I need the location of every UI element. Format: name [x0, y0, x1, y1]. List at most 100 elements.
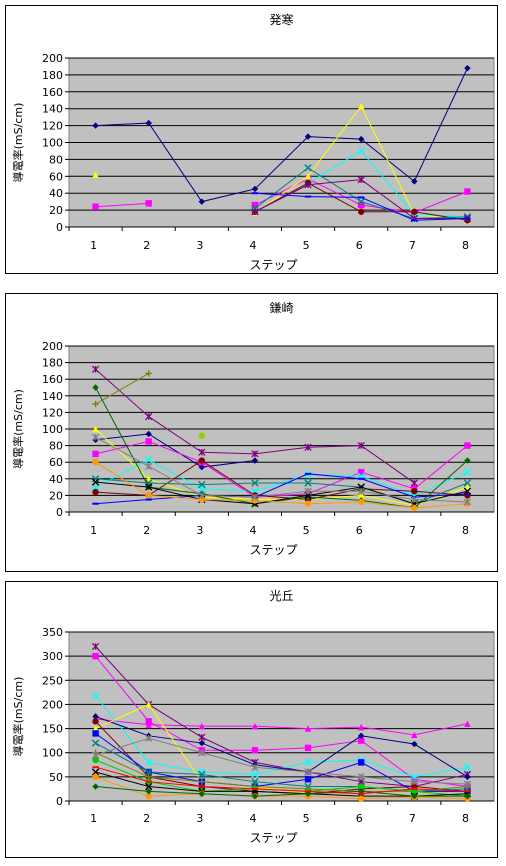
data-point: [304, 479, 312, 487]
data-point: [463, 479, 472, 487]
chart-title: 発寒: [269, 12, 293, 27]
x-tick-label: 1: [90, 524, 97, 537]
data-point: [198, 463, 206, 471]
data-point: [357, 492, 365, 499]
data-point: [198, 790, 206, 797]
series-line: [95, 646, 468, 788]
data-point: [357, 498, 365, 506]
data-point: [92, 425, 99, 433]
data-point: [145, 701, 152, 708]
data-point: [198, 739, 206, 747]
data-point: [251, 450, 259, 458]
series-line: [95, 786, 468, 797]
x-tick-label: 7: [409, 524, 416, 537]
data-point: [464, 188, 471, 195]
data-point: [145, 792, 152, 800]
y-tick-label: 20: [49, 204, 63, 217]
data-point: [357, 147, 365, 155]
y-axis-label: 導電率(mS/cm): [11, 389, 25, 469]
data-point: [145, 780, 152, 783]
data-point: [92, 766, 99, 769]
data-point: [304, 725, 312, 732]
data-point: [198, 778, 206, 785]
data-point: [304, 443, 312, 451]
data-point: [145, 412, 153, 421]
data-point: [92, 384, 99, 391]
data-point: [251, 208, 259, 216]
y-tick-label: 40: [49, 187, 63, 200]
data-point: [304, 133, 312, 140]
series-12: [92, 459, 471, 512]
y-tick-label: 160: [42, 86, 63, 99]
data-point: [92, 725, 99, 732]
data-point: [357, 208, 365, 215]
data-point: [464, 492, 471, 495]
data-point: [357, 196, 365, 199]
data-point: [91, 751, 100, 759]
data-point: [411, 208, 418, 215]
y-tick-label: 140: [42, 390, 63, 403]
data-point: [304, 493, 312, 501]
y-tick-label: 200: [42, 698, 63, 711]
data-point: [304, 790, 312, 797]
x-tick-label: 5: [303, 239, 310, 252]
data-point: [357, 176, 365, 184]
data-point: [410, 479, 418, 487]
y-tick-label: 200: [42, 52, 63, 65]
data-point: [410, 495, 418, 504]
series-15: [92, 766, 471, 795]
y-tick-label: 100: [42, 137, 63, 150]
series-7: [251, 192, 471, 222]
data-point: [198, 785, 206, 788]
data-point: [304, 472, 312, 475]
y-tick-label: 100: [42, 423, 63, 436]
data-point: [92, 773, 99, 781]
chart-svg-hassamu: 発寒 0 20 40 60 80 100 120 140 160 180 200 1 2 3 4 5 6 7 8 ステッ…: [11, 12, 495, 272]
data-point: [145, 734, 153, 742]
y-tick-label: 160: [42, 373, 63, 386]
data-point: [92, 488, 99, 496]
y-axis-label: 導電率(mS/cm): [11, 677, 25, 757]
data-point: [92, 756, 99, 764]
data-point: [463, 763, 472, 771]
data-point: [464, 442, 471, 449]
data-point: [144, 782, 153, 791]
data-point: [198, 480, 206, 489]
data-point: [198, 198, 206, 205]
x-tick-label: 3: [196, 239, 203, 252]
series-line: [95, 732, 468, 792]
data-point: [91, 768, 100, 776]
y-tick-label: 80: [49, 440, 63, 453]
data-point: [357, 792, 365, 795]
y-tick-label: 60: [49, 456, 63, 469]
data-point: [92, 718, 99, 725]
x-tick-label: 7: [409, 812, 416, 825]
data-point: [464, 720, 471, 727]
data-point: [92, 171, 99, 178]
data-point: [464, 64, 471, 72]
chart-title: 光丘: [269, 589, 293, 603]
series-13: [91, 433, 472, 506]
data-point: [463, 780, 472, 788]
data-point: [251, 777, 259, 786]
data-point: [92, 122, 99, 129]
series-line: [95, 776, 468, 800]
data-point: [198, 496, 206, 503]
data-point: [357, 102, 365, 110]
data-point: [304, 790, 312, 793]
series-line: [95, 771, 468, 797]
data-point: [145, 370, 152, 377]
data-point: [357, 795, 365, 802]
data-point: [251, 457, 259, 464]
data-point: [251, 201, 259, 209]
y-tick-label: 60: [49, 170, 63, 183]
data-point: [411, 219, 418, 222]
data-point: [198, 749, 206, 757]
x-tick-label: 4: [249, 524, 256, 537]
y-tick-label: 20: [49, 489, 63, 502]
y-tick-label: 180: [42, 69, 63, 82]
data-point: [251, 479, 259, 487]
data-point: [357, 197, 365, 206]
data-point: [304, 768, 312, 776]
chart-svg-hikarigaoka: 光丘 0 50 100 150 200 250 300 350 1 2 3 4 5 6 7 8 ステップ 導電率(m…: [11, 589, 495, 845]
